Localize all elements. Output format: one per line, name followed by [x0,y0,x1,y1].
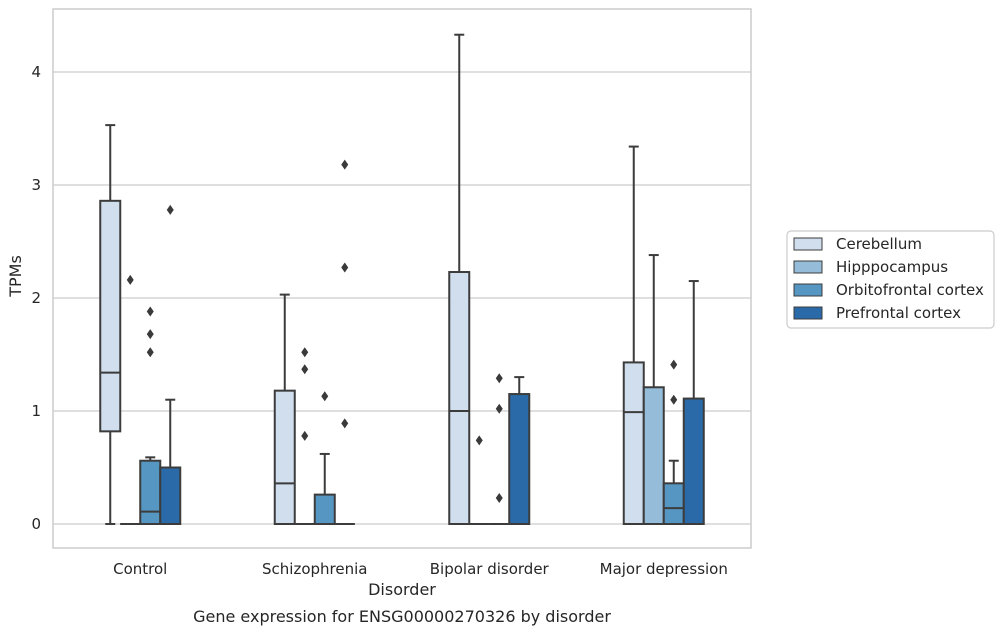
outlier-point [495,493,503,504]
figure-caption: Gene expression for ENSG00000270326 by d… [193,607,611,626]
x-tick-label: Major depression [600,560,728,578]
legend-label: Hipppocampus [836,258,948,276]
y-axis-label: TPMs [6,255,25,298]
box-body [159,466,182,525]
outlier-point [670,394,678,405]
legend-frame [786,230,995,329]
outlier-point [670,359,678,370]
legend-swatch [793,237,823,251]
box-1-3 [334,159,355,525]
outlier-point [146,329,154,340]
outlier-point [475,435,483,446]
y-tick-labels: 0 1 2 3 4 [31,63,41,533]
x-tick-label: Control [113,560,167,578]
y-tick-label: 0 [31,515,41,533]
legend-swatch [793,260,823,274]
x-tick-label: Bipolar disorder [430,560,550,578]
box-body [682,397,705,526]
outlier-point [301,430,309,441]
y-tick-label: 4 [31,63,41,81]
x-tick-labels: Control Schizophrenia Bipolar disorder Majo… [113,560,728,578]
box-2-3 [508,376,531,525]
legend-item: Cerebellum [793,235,922,253]
box-body [662,482,685,526]
axes-frame [52,8,752,549]
outlier-point [166,204,174,215]
legend-label: Prefrontal cortex [836,304,961,322]
box-body [642,386,665,525]
box-1-2 [313,391,336,525]
box-body [448,271,471,526]
outlier-point [146,347,154,358]
legend-item: Prefrontal cortex [793,304,961,322]
box-1-1 [294,347,315,525]
box-1-0 [273,293,296,525]
box-0-1 [120,274,141,525]
legend: Cerebellum Hipppocampus Orbitofrontal cort… [786,230,995,329]
x-tick-label: Schizophrenia [262,560,367,578]
outlier-point [341,262,349,273]
box-2-1 [469,435,490,525]
box-3-3 [682,280,705,526]
outlier-point [495,403,503,414]
outlier-point [341,418,349,429]
box-0-3 [159,204,182,525]
box-plots [99,33,705,526]
y-tick-label: 2 [31,289,41,307]
legend-swatch [793,283,823,297]
legend-label: Orbitofrontal cortex [836,281,984,299]
outlier-point [321,391,329,402]
y-tick-label: 1 [31,402,41,420]
legend-item: Orbitofrontal cortex [793,281,984,299]
outlier-point [341,159,349,170]
box-2-2 [489,373,510,525]
legend-swatch [793,306,823,320]
box-0-0 [99,124,122,525]
outlier-point [301,364,309,375]
x-axis-label: Disorder [368,580,436,599]
box-0-2 [139,306,162,525]
outlier-point [126,274,134,285]
box-body [273,389,296,525]
box-3-1 [642,254,665,525]
legend-item: Hipppocampus [793,258,948,276]
y-tick-label: 3 [31,176,41,194]
box-body [508,393,531,525]
box-body [139,459,162,525]
box-3-0 [622,145,645,525]
box-body [313,493,336,525]
outlier-point [146,306,154,317]
box-2-0 [448,33,471,526]
box-body [622,361,645,525]
legend-label: Cerebellum [836,235,922,253]
outlier-point [495,373,503,384]
outlier-point [301,347,309,358]
box-3-2 [662,359,685,526]
box-body [99,199,122,433]
